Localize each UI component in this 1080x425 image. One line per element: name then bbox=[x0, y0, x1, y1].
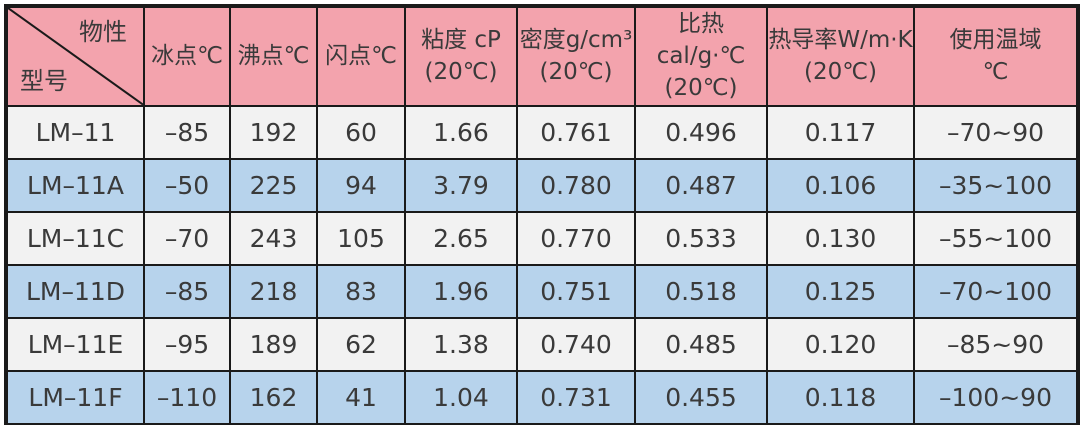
value-cell-thermal-conductivity: 0.106 bbox=[766, 157, 915, 213]
value-cell-viscosity: 1.66 bbox=[404, 104, 518, 160]
column-header-subline: (20℃) bbox=[539, 59, 613, 86]
value-cell-operating-range: –55~100 bbox=[913, 210, 1079, 266]
value-cell-freezing-point: –110 bbox=[143, 369, 231, 425]
column-header-label: 粘度 cP bbox=[421, 27, 501, 54]
column-header-subline: (20℃) bbox=[664, 75, 738, 102]
column-header-label: 使用温域 bbox=[949, 27, 1042, 54]
value-cell-density: 0.731 bbox=[516, 369, 636, 425]
value-cell-viscosity: 1.38 bbox=[404, 316, 518, 372]
column-header-label: 密度g/cm³ bbox=[519, 27, 633, 54]
value-cell-viscosity: 3.79 bbox=[404, 157, 518, 213]
corner-model-label: 型号 bbox=[20, 66, 68, 95]
value-cell-flash-point: 62 bbox=[316, 316, 406, 372]
value-cell-thermal-conductivity: 0.125 bbox=[766, 263, 915, 319]
model-cell: LM–11A bbox=[5, 157, 145, 213]
value-cell-viscosity: 2.65 bbox=[404, 210, 518, 266]
column-header-label: 冰点℃ bbox=[151, 43, 223, 70]
model-cell: LM–11 bbox=[5, 104, 145, 160]
value-cell-freezing-point: –50 bbox=[143, 157, 231, 213]
table-row-lm11d: LM–11D –85 218 83 1.96 0.751 0.518 0.125… bbox=[5, 263, 1079, 319]
column-header-viscosity: 粘度 cP (20℃) bbox=[404, 5, 518, 107]
column-header-label: 热导率W/m·K bbox=[768, 27, 913, 54]
diagonal-divider-line bbox=[8, 8, 143, 105]
value-cell-freezing-point: –85 bbox=[143, 104, 231, 160]
table-row-lm11c: LM–11C –70 243 105 2.65 0.770 0.533 0.13… bbox=[5, 210, 1079, 266]
table-row-lm11: LM–11 –85 192 60 1.66 0.761 0.496 0.117 … bbox=[5, 104, 1079, 160]
value-cell-operating-range: –35~100 bbox=[913, 157, 1079, 213]
value-cell-thermal-conductivity: 0.120 bbox=[766, 316, 915, 372]
value-cell-viscosity: 1.04 bbox=[404, 369, 518, 425]
value-cell-specific-heat: 0.496 bbox=[634, 104, 768, 160]
column-header-boiling-point: 沸点℃ bbox=[229, 5, 318, 107]
value-cell-thermal-conductivity: 0.117 bbox=[766, 104, 915, 160]
column-header-label: 沸点℃ bbox=[237, 43, 310, 70]
table-row-lm11a: LM–11A –50 225 94 3.79 0.780 0.487 0.106… bbox=[5, 157, 1079, 213]
model-cell: LM–11C bbox=[5, 210, 145, 266]
value-cell-specific-heat: 0.533 bbox=[634, 210, 768, 266]
value-cell-boiling-point: 243 bbox=[229, 210, 318, 266]
coolant-properties-table: 物性 型号 冰点℃ 沸点℃ 闪点℃ 粘度 cP (20℃) bbox=[4, 4, 1080, 425]
value-cell-specific-heat: 0.487 bbox=[634, 157, 768, 213]
column-header-flash-point: 闪点℃ bbox=[316, 5, 406, 107]
value-cell-flash-point: 41 bbox=[316, 369, 406, 425]
model-cell: LM–11F bbox=[5, 369, 145, 425]
corner-property-label: 物性 bbox=[79, 18, 127, 46]
value-cell-boiling-point: 218 bbox=[229, 263, 318, 319]
value-cell-viscosity: 1.96 bbox=[404, 263, 518, 319]
value-cell-boiling-point: 162 bbox=[229, 369, 318, 425]
column-header-subline: ℃ bbox=[982, 59, 1009, 86]
column-header-density: 密度g/cm³ (20℃) bbox=[516, 5, 636, 107]
value-cell-specific-heat: 0.518 bbox=[634, 263, 768, 319]
value-cell-operating-range: –70~100 bbox=[913, 263, 1079, 319]
value-cell-density: 0.780 bbox=[516, 157, 636, 213]
value-cell-flash-point: 60 bbox=[316, 104, 406, 160]
value-cell-density: 0.740 bbox=[516, 316, 636, 372]
column-header-subline: (20℃) bbox=[803, 59, 878, 86]
column-header-specific-heat: 比热cal/g·℃ (20℃) bbox=[634, 5, 768, 107]
value-cell-flash-point: 105 bbox=[316, 210, 406, 266]
column-header-thermal-conductivity: 热导率W/m·K (20℃) bbox=[766, 5, 915, 107]
value-cell-operating-range: –100~90 bbox=[913, 369, 1079, 425]
value-cell-specific-heat: 0.485 bbox=[634, 316, 768, 372]
value-cell-thermal-conductivity: 0.118 bbox=[766, 369, 915, 425]
value-cell-density: 0.761 bbox=[516, 104, 636, 160]
value-cell-density: 0.751 bbox=[516, 263, 636, 319]
value-cell-flash-point: 83 bbox=[316, 263, 406, 319]
table-row-lm11e: LM–11E –95 189 62 1.38 0.740 0.485 0.120… bbox=[5, 316, 1079, 372]
value-cell-boiling-point: 225 bbox=[229, 157, 318, 213]
corner-header-cell: 物性 型号 bbox=[5, 5, 145, 107]
column-header-operating-range: 使用温域 ℃ bbox=[913, 5, 1079, 107]
table-row-lm11f: LM–11F –110 162 41 1.04 0.731 0.455 0.11… bbox=[5, 369, 1079, 425]
value-cell-boiling-point: 189 bbox=[229, 316, 318, 372]
value-cell-freezing-point: –95 bbox=[143, 316, 231, 372]
value-cell-operating-range: –85~90 bbox=[913, 316, 1079, 372]
value-cell-thermal-conductivity: 0.130 bbox=[766, 210, 915, 266]
value-cell-specific-heat: 0.455 bbox=[634, 369, 768, 425]
value-cell-density: 0.770 bbox=[516, 210, 636, 266]
value-cell-operating-range: –70~90 bbox=[913, 104, 1079, 160]
header-row: 物性 型号 冰点℃ 沸点℃ 闪点℃ 粘度 cP (20℃) bbox=[5, 5, 1079, 107]
value-cell-freezing-point: –70 bbox=[143, 210, 231, 266]
value-cell-boiling-point: 192 bbox=[229, 104, 318, 160]
column-header-freezing-point: 冰点℃ bbox=[143, 5, 231, 107]
model-cell: LM–11E bbox=[5, 316, 145, 372]
value-cell-flash-point: 94 bbox=[316, 157, 406, 213]
column-header-subline: (20℃) bbox=[424, 59, 498, 86]
model-cell: LM–11D bbox=[5, 263, 145, 319]
column-header-label: 闪点℃ bbox=[325, 43, 397, 70]
column-header-label: 比热cal/g·℃ bbox=[656, 11, 746, 70]
value-cell-freezing-point: –85 bbox=[143, 263, 231, 319]
